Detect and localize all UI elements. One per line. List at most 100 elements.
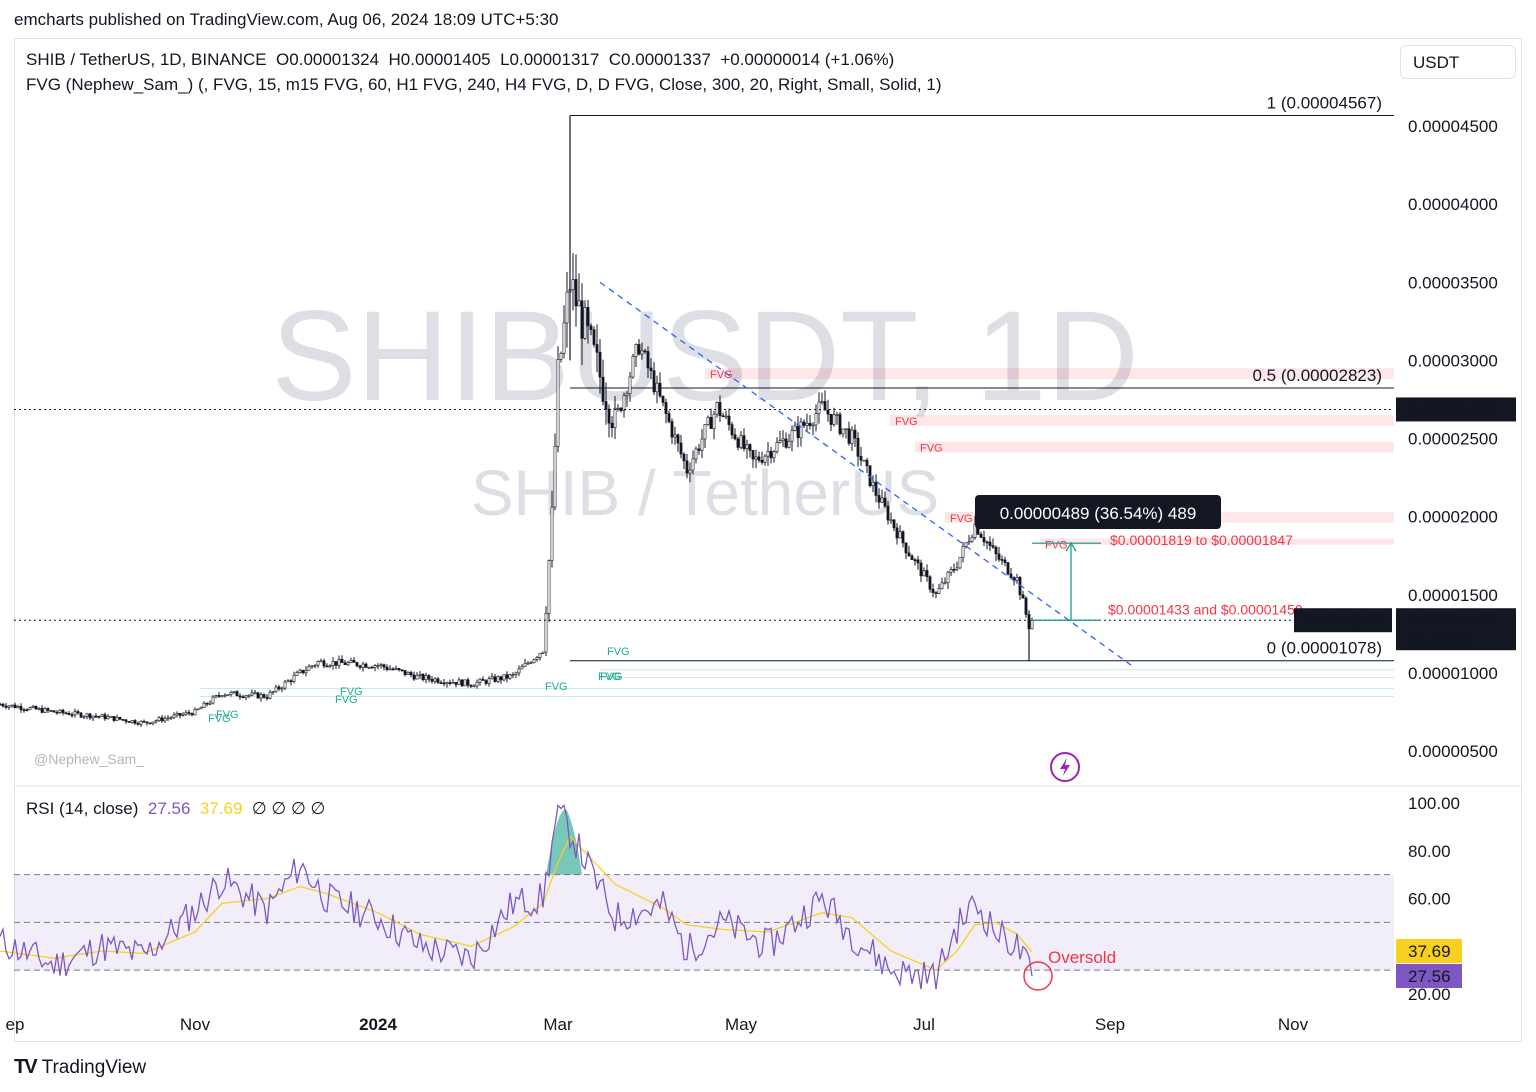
candle-body bbox=[496, 676, 500, 682]
tradingview-logo-icon: TV bbox=[14, 1056, 38, 1078]
candle-body bbox=[979, 533, 983, 538]
candle-body bbox=[787, 440, 791, 448]
candle-body bbox=[463, 679, 467, 687]
fib-retracement[interactable]: 1 (0.00004567) 0.5 (0.00002823) 0 (0.00001… bbox=[570, 94, 1394, 662]
candle-body bbox=[805, 422, 809, 426]
candle-body bbox=[19, 706, 23, 710]
candle-body bbox=[724, 415, 728, 418]
time-axis[interactable]: ep Nov 2024 Mar May Jul Sep Nov bbox=[6, 1015, 1309, 1034]
candle-body bbox=[31, 705, 35, 708]
candle-body bbox=[316, 661, 320, 666]
candle-body bbox=[163, 718, 167, 722]
price-tick-label: 0.00001500 bbox=[1408, 586, 1498, 605]
candle-body bbox=[124, 719, 128, 722]
candle-body bbox=[52, 710, 56, 713]
candle-body bbox=[310, 665, 314, 668]
candle-body bbox=[817, 401, 821, 414]
candle-body bbox=[361, 663, 365, 668]
candle-body bbox=[259, 694, 263, 699]
candle-body bbox=[535, 657, 539, 660]
candle-body bbox=[298, 669, 302, 673]
price-tick-label: 0.00001000 bbox=[1408, 664, 1498, 683]
candle-body bbox=[853, 429, 857, 439]
candle-body bbox=[64, 712, 68, 715]
indicator-legend[interactable]: FVG (Nephew_Sam_) (, FVG, 15, m15 FVG, 6… bbox=[26, 75, 942, 94]
candle-body bbox=[382, 664, 386, 668]
measure-tooltip-bg bbox=[975, 495, 1221, 529]
currency-button[interactable]: USDT bbox=[1400, 45, 1516, 79]
candle-body bbox=[292, 675, 296, 682]
fvg-bear-label: FVG bbox=[895, 416, 918, 428]
fib-level-label: 0.5 (0.00002823) bbox=[1253, 366, 1383, 385]
candle-body bbox=[574, 279, 578, 307]
candle-body bbox=[772, 451, 776, 459]
candle-body bbox=[781, 438, 785, 441]
candle-body bbox=[88, 713, 92, 719]
candle-body bbox=[640, 350, 644, 355]
candle-body bbox=[694, 448, 698, 460]
candle-body bbox=[913, 559, 917, 562]
candle-body bbox=[1, 703, 5, 707]
candle-body bbox=[850, 429, 854, 444]
candle-body bbox=[655, 382, 659, 393]
symbol-legend[interactable]: SHIB / TetherUS, 1D, BINANCE O0.00001324… bbox=[26, 50, 895, 69]
candle-body bbox=[631, 356, 635, 378]
candle-body bbox=[1024, 597, 1028, 615]
footer-brand[interactable]: TV TradingView bbox=[14, 1056, 146, 1079]
candle-body bbox=[682, 453, 686, 462]
candle-body bbox=[250, 692, 254, 696]
candle-body bbox=[643, 350, 647, 353]
candle-body bbox=[241, 696, 245, 698]
candle-body bbox=[454, 681, 458, 685]
rsi-ma-badge bbox=[1396, 939, 1462, 963]
candle-body bbox=[304, 670, 308, 674]
candle-body bbox=[418, 674, 422, 676]
candle-body bbox=[94, 715, 98, 718]
candle-body bbox=[517, 668, 521, 674]
price-axis[interactable]: 0.00004500 0.00004000 0.00003500 0.00003000… bbox=[1294, 117, 1516, 761]
candle-body bbox=[844, 428, 848, 431]
candle-body bbox=[127, 721, 131, 723]
candle-body bbox=[415, 674, 419, 680]
candle-body bbox=[433, 678, 437, 682]
candle-body bbox=[220, 695, 224, 698]
candle-body bbox=[688, 469, 692, 474]
candle-body bbox=[775, 442, 779, 452]
candle-body bbox=[190, 713, 194, 716]
candle-body bbox=[520, 666, 524, 670]
lightning-icon[interactable] bbox=[1050, 752, 1080, 782]
candle-body bbox=[931, 588, 935, 593]
candle-body bbox=[550, 506, 554, 561]
candle-body bbox=[991, 545, 995, 548]
candle-body bbox=[532, 659, 536, 664]
candle-body bbox=[247, 694, 251, 697]
candle-body bbox=[385, 666, 389, 670]
rsi-legend[interactable]: RSI (14, close) 27.56 37.69 ∅ ∅ ∅ ∅ bbox=[26, 799, 325, 819]
candle-body bbox=[451, 681, 455, 684]
candle-body bbox=[883, 497, 887, 507]
candle-body bbox=[421, 674, 425, 681]
publisher-line: emcharts published on TradingView.com, A… bbox=[14, 10, 559, 29]
candle-body bbox=[178, 712, 182, 716]
candle-body bbox=[919, 562, 923, 577]
candle-body bbox=[457, 679, 461, 685]
candle-body bbox=[442, 682, 446, 685]
candle-body bbox=[583, 307, 587, 339]
fvg-bull-label: FVG bbox=[545, 681, 568, 693]
rsi-label: RSI (14, close) bbox=[26, 799, 139, 818]
rsi-overbought-fill bbox=[546, 809, 582, 875]
candle-body bbox=[571, 279, 575, 290]
fib-level-label: 0 (0.00001078) bbox=[1267, 639, 1382, 658]
candle-body bbox=[769, 450, 773, 459]
rsi-ma-badge-text: 37.69 bbox=[1408, 942, 1451, 961]
candle-body bbox=[862, 459, 866, 462]
candle-body bbox=[151, 721, 155, 724]
candle-body bbox=[436, 678, 440, 683]
candle-body bbox=[115, 716, 119, 721]
rsi-ma-line bbox=[0, 835, 1033, 971]
candle-body bbox=[46, 708, 50, 711]
candle-body bbox=[955, 567, 959, 570]
candle-body bbox=[823, 401, 827, 411]
candle-body bbox=[556, 358, 560, 447]
